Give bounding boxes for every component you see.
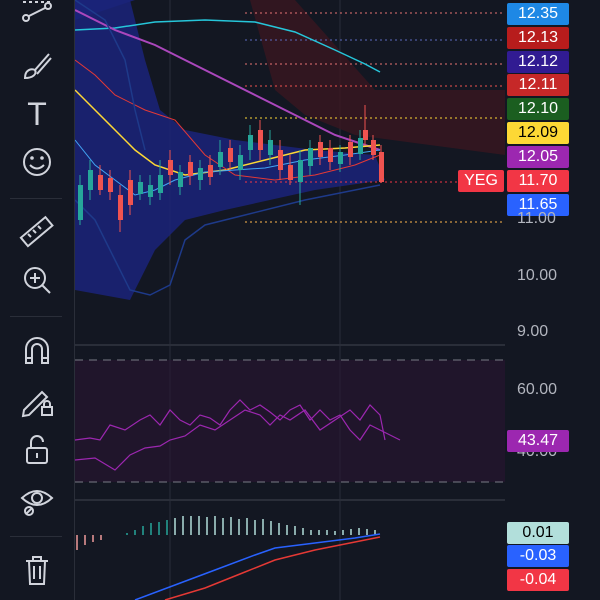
- macd-line-label: -0.03: [507, 545, 569, 567]
- unlock-icon[interactable]: [17, 430, 57, 470]
- price-label: 12.09: [507, 122, 569, 144]
- symbol-label: YEG: [458, 170, 504, 192]
- price-axis-tick: 10.00: [517, 267, 558, 284]
- rsi-value-label: 43.47: [507, 430, 569, 452]
- macd-histogram-label: 0.01: [507, 522, 569, 544]
- price-label: 12.13: [507, 27, 569, 49]
- ruler-icon[interactable]: [17, 212, 57, 252]
- price-label: 12.11: [507, 74, 569, 96]
- text-tool[interactable]: T: [17, 93, 57, 133]
- magnet-icon[interactable]: [17, 331, 57, 371]
- toolbar-separator: [10, 316, 62, 317]
- price-label: 12.05: [507, 146, 569, 168]
- toolbar-separator: [10, 198, 62, 199]
- price-label: 12.10: [507, 98, 569, 120]
- price-label: 12.35: [507, 3, 569, 25]
- trash-icon[interactable]: [17, 550, 57, 590]
- toolbar-separator: [10, 536, 62, 537]
- price-label: 11.70: [507, 170, 569, 192]
- price-label: 12.12: [507, 51, 569, 73]
- price-axis-tick: 11.00: [517, 210, 556, 227]
- price-label: 11.65: [507, 194, 569, 216]
- drawing-toolbar: T: [0, 0, 75, 600]
- price-axis-tick: 9.00: [517, 323, 549, 340]
- chart-canvas[interactable]: [75, 0, 505, 600]
- lock-drawing-icon[interactable]: [17, 380, 57, 420]
- macd-signal-label: -0.04: [507, 569, 569, 591]
- eye-icon[interactable]: [17, 478, 57, 518]
- text-icon: T: [27, 96, 47, 132]
- brush-icon[interactable]: [17, 46, 57, 86]
- zoom-in-icon[interactable]: [17, 260, 57, 300]
- emoji-icon[interactable]: [17, 142, 57, 182]
- trend-lines-icon[interactable]: [17, 0, 57, 34]
- rsi-axis-tick: 60.00: [517, 381, 558, 398]
